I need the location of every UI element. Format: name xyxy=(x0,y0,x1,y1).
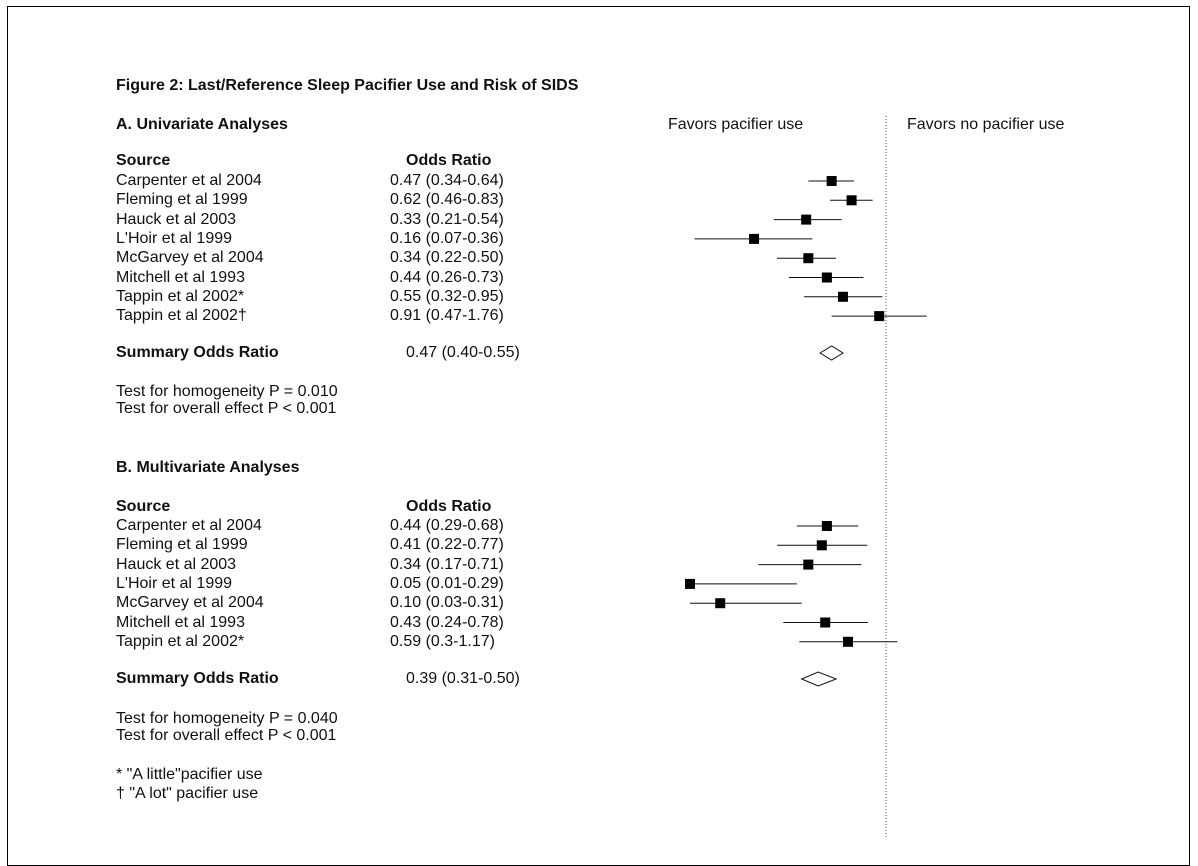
section-a-source-header: Source xyxy=(116,152,171,169)
or-marker-b-7 xyxy=(843,636,854,647)
section-b-title: B. Multivariate Analyses xyxy=(116,459,300,476)
study-odds-ratio: 0.47 (0.34-0.64) xyxy=(390,172,504,189)
section-a-title: A. Univariate Analyses xyxy=(116,116,288,133)
section-b-homogeneity: Test for homogeneity P = 0.040 xyxy=(116,710,338,727)
section-a-overall-effect: Test for overall effect P < 0.001 xyxy=(116,400,337,417)
section-a-summary-value: 0.47 (0.40-0.55) xyxy=(406,344,520,361)
study-label: McGarvey et al 2004 xyxy=(116,249,264,267)
study-odds-ratio: 0.55 (0.32-0.95) xyxy=(390,287,504,305)
or-marker-a-3 xyxy=(801,214,812,225)
study-label: Hauck et al 2003 xyxy=(116,555,237,573)
or-marker-a-7 xyxy=(837,291,848,302)
study-odds-ratio: 0.34 (0.22-0.50) xyxy=(390,249,504,267)
study-label: McGarvey et al 2004 xyxy=(116,594,264,612)
favors-no-pacifier-header: Favors no pacifier use xyxy=(907,116,1065,133)
favors-pacifier-header: Favors pacifier use xyxy=(668,116,804,133)
summary-diamond-b xyxy=(800,671,838,687)
study-label: Fleming et al 1999 xyxy=(116,536,248,554)
study-label: Tappin et al 2002* xyxy=(116,632,245,650)
section-b-summary-label: Summary Odds Ratio xyxy=(116,670,279,687)
study-odds-ratio: 0.33 (0.21-0.54) xyxy=(390,210,504,228)
or-marker-a-5 xyxy=(803,253,814,264)
study-label: Fleming et al 1999 xyxy=(116,191,248,209)
forest-plot xyxy=(685,116,927,838)
study-label: L'Hoir et al 1999 xyxy=(116,229,233,247)
section-a-summary-label: Summary Odds Ratio xyxy=(116,344,279,361)
or-marker-a-6 xyxy=(821,272,832,283)
or-marker-a-8 xyxy=(874,311,885,322)
study-odds-ratio: 0.62 (0.46-0.83) xyxy=(390,191,504,209)
figure-title: Figure 2: Last/Reference Sleep Pacifier … xyxy=(116,77,579,94)
study-odds-ratio: 0.91 (0.47-1.76) xyxy=(390,307,504,325)
figure-frame xyxy=(7,6,1190,866)
or-marker-b-2 xyxy=(816,540,827,551)
section-b-overall-effect: Test for overall effect P < 0.001 xyxy=(116,727,337,744)
study-label: Carpenter et al 2004 xyxy=(116,172,262,189)
study-odds-ratio: 0.10 (0.03-0.31) xyxy=(390,594,504,612)
or-marker-a-2 xyxy=(846,195,857,206)
summary-diamond-a xyxy=(819,345,844,361)
study-odds-ratio: 0.44 (0.26-0.73) xyxy=(390,268,504,286)
study-odds-ratio: 0.43 (0.24-0.78) xyxy=(390,613,504,631)
study-odds-ratio: 0.16 (0.07-0.36) xyxy=(390,229,504,247)
or-marker-b-1 xyxy=(821,521,832,531)
footnote-a-little: * "A little"pacifier use xyxy=(116,766,263,783)
study-odds-ratio: 0.44 (0.29-0.68) xyxy=(390,517,504,534)
section-a-homogeneity: Test for homogeneity P = 0.010 xyxy=(116,383,338,400)
study-label: Hauck et al 2003 xyxy=(116,210,237,228)
or-marker-b-6 xyxy=(820,617,831,628)
study-label: Tappin et al 2002* xyxy=(116,287,245,305)
or-marker-b-4 xyxy=(685,578,695,589)
or-marker-b-5 xyxy=(715,598,726,609)
or-marker-a-1 xyxy=(826,176,837,186)
study-label: Carpenter et al 2004 xyxy=(116,517,262,534)
study-odds-ratio: 0.59 (0.3-1.17) xyxy=(390,632,495,650)
section-a-or-header: Odds Ratio xyxy=(406,152,492,169)
footnote-a-lot: † "A lot" pacifier use xyxy=(116,785,259,802)
study-label: L'Hoir et al 1999 xyxy=(116,574,233,592)
study-label: Mitchell et al 1993 xyxy=(116,613,245,631)
section-b-summary-value: 0.39 (0.31-0.50) xyxy=(406,670,520,687)
study-label: Mitchell et al 1993 xyxy=(116,268,245,286)
section-b-source-header: Source xyxy=(116,498,171,515)
study-odds-ratio: 0.34 (0.17-0.71) xyxy=(390,555,504,573)
study-odds-ratio: 0.05 (0.01-0.29) xyxy=(390,574,504,592)
or-marker-a-4 xyxy=(749,233,760,244)
section-b-or-header: Odds Ratio xyxy=(406,498,492,515)
study-odds-ratio: 0.41 (0.22-0.77) xyxy=(390,536,504,554)
study-label: Tappin et al 2002† xyxy=(116,307,247,325)
or-marker-b-3 xyxy=(803,559,814,570)
